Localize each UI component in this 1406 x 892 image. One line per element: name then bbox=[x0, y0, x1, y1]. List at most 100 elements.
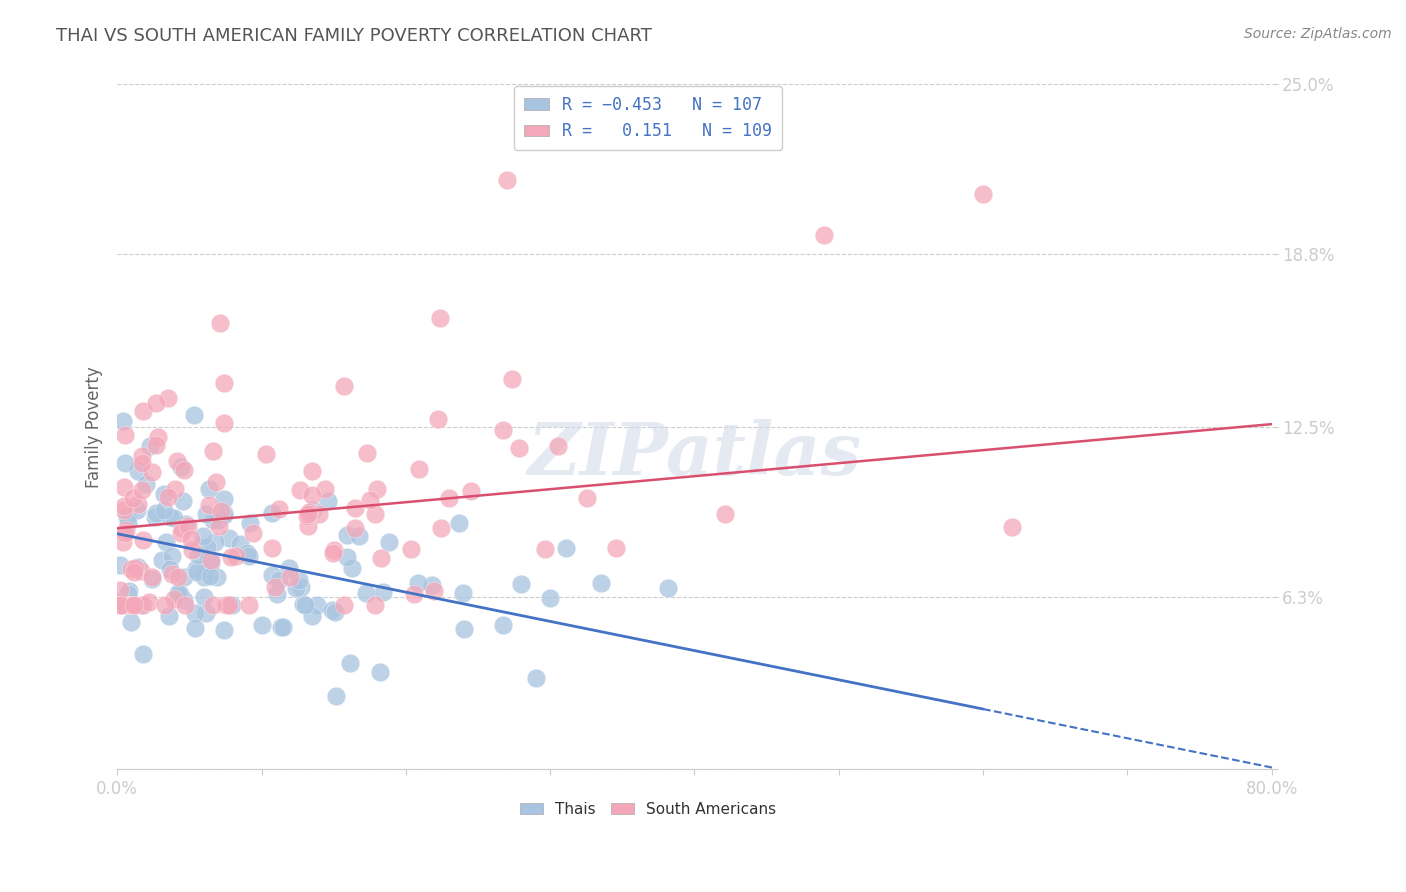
Thais bbox=[117, 516, 139, 530]
South Americans bbox=[437, 491, 460, 505]
Thais bbox=[323, 605, 346, 619]
South Americans bbox=[364, 598, 387, 612]
South Americans bbox=[492, 423, 515, 437]
South Americans bbox=[298, 505, 321, 519]
South Americans bbox=[114, 428, 136, 442]
South Americans bbox=[122, 491, 145, 505]
South Americans bbox=[157, 490, 180, 504]
Thais bbox=[167, 586, 190, 600]
South Americans bbox=[166, 454, 188, 468]
Thais bbox=[127, 503, 149, 517]
South Americans bbox=[508, 442, 530, 456]
South Americans bbox=[323, 543, 346, 558]
South Americans bbox=[214, 376, 236, 390]
South Americans bbox=[212, 416, 235, 430]
South Americans bbox=[813, 228, 835, 243]
South Americans bbox=[460, 483, 482, 498]
Thais bbox=[510, 577, 533, 591]
Thais bbox=[453, 623, 475, 637]
Thais bbox=[141, 572, 163, 586]
South Americans bbox=[157, 391, 180, 405]
Thais bbox=[212, 623, 235, 637]
South Americans bbox=[366, 482, 388, 496]
Thais bbox=[212, 492, 235, 507]
Thais bbox=[538, 591, 561, 605]
South Americans bbox=[122, 598, 145, 612]
South Americans bbox=[129, 564, 152, 578]
Thais bbox=[347, 529, 370, 543]
Thais bbox=[159, 561, 181, 575]
South Americans bbox=[370, 551, 392, 566]
South Americans bbox=[145, 395, 167, 409]
South Americans bbox=[501, 372, 523, 386]
South Americans bbox=[260, 541, 283, 555]
South Americans bbox=[423, 584, 446, 599]
Thais bbox=[368, 665, 391, 679]
Thais bbox=[262, 507, 284, 521]
South Americans bbox=[145, 437, 167, 451]
South Americans bbox=[197, 498, 219, 512]
South Americans bbox=[180, 533, 202, 547]
Thais bbox=[193, 570, 215, 584]
Thais bbox=[150, 553, 173, 567]
Thais bbox=[187, 548, 209, 562]
Thais bbox=[183, 621, 205, 635]
South Americans bbox=[122, 565, 145, 579]
Thais bbox=[229, 537, 252, 551]
South Americans bbox=[131, 483, 153, 498]
Thais bbox=[252, 618, 274, 632]
South Americans bbox=[173, 598, 195, 612]
Thais bbox=[153, 503, 176, 517]
South Americans bbox=[288, 483, 311, 497]
South Americans bbox=[254, 447, 277, 461]
South Americans bbox=[112, 503, 135, 517]
South Americans bbox=[166, 569, 188, 583]
Thais bbox=[202, 513, 225, 527]
South Americans bbox=[111, 534, 134, 549]
Thais bbox=[194, 607, 217, 621]
Thais bbox=[139, 439, 162, 453]
Thais bbox=[284, 582, 307, 596]
South Americans bbox=[408, 461, 430, 475]
South Americans bbox=[218, 598, 240, 612]
Thais bbox=[195, 540, 218, 554]
South Americans bbox=[605, 541, 627, 556]
South Americans bbox=[131, 598, 153, 612]
Thais bbox=[205, 570, 228, 584]
Thais bbox=[269, 574, 291, 588]
Thais bbox=[214, 508, 236, 522]
Y-axis label: Family Poverty: Family Poverty bbox=[86, 366, 103, 488]
Thais bbox=[173, 592, 195, 607]
Thais bbox=[143, 510, 166, 524]
South Americans bbox=[200, 553, 222, 567]
South Americans bbox=[297, 519, 319, 533]
Thais bbox=[160, 549, 183, 564]
Thais bbox=[132, 648, 155, 662]
Thais bbox=[657, 582, 679, 596]
South Americans bbox=[108, 598, 131, 612]
South Americans bbox=[115, 523, 138, 537]
South Americans bbox=[238, 598, 260, 612]
Thais bbox=[339, 656, 361, 670]
Thais bbox=[236, 546, 259, 560]
South Americans bbox=[170, 525, 193, 540]
South Americans bbox=[429, 311, 451, 326]
South Americans bbox=[359, 493, 381, 508]
Text: ZIPatlas: ZIPatlas bbox=[527, 418, 862, 490]
Thais bbox=[127, 559, 149, 574]
South Americans bbox=[295, 508, 318, 523]
Thais bbox=[291, 597, 314, 611]
Thais bbox=[239, 516, 262, 531]
South Americans bbox=[322, 546, 344, 560]
Thais bbox=[183, 409, 205, 423]
Thais bbox=[371, 585, 394, 599]
Thais bbox=[555, 541, 578, 556]
Thais bbox=[270, 620, 292, 634]
Thais bbox=[117, 583, 139, 598]
South Americans bbox=[205, 475, 228, 490]
South Americans bbox=[138, 595, 160, 609]
Thais bbox=[207, 513, 229, 527]
Thais bbox=[340, 560, 363, 574]
South Americans bbox=[267, 501, 290, 516]
Thais bbox=[453, 586, 475, 600]
